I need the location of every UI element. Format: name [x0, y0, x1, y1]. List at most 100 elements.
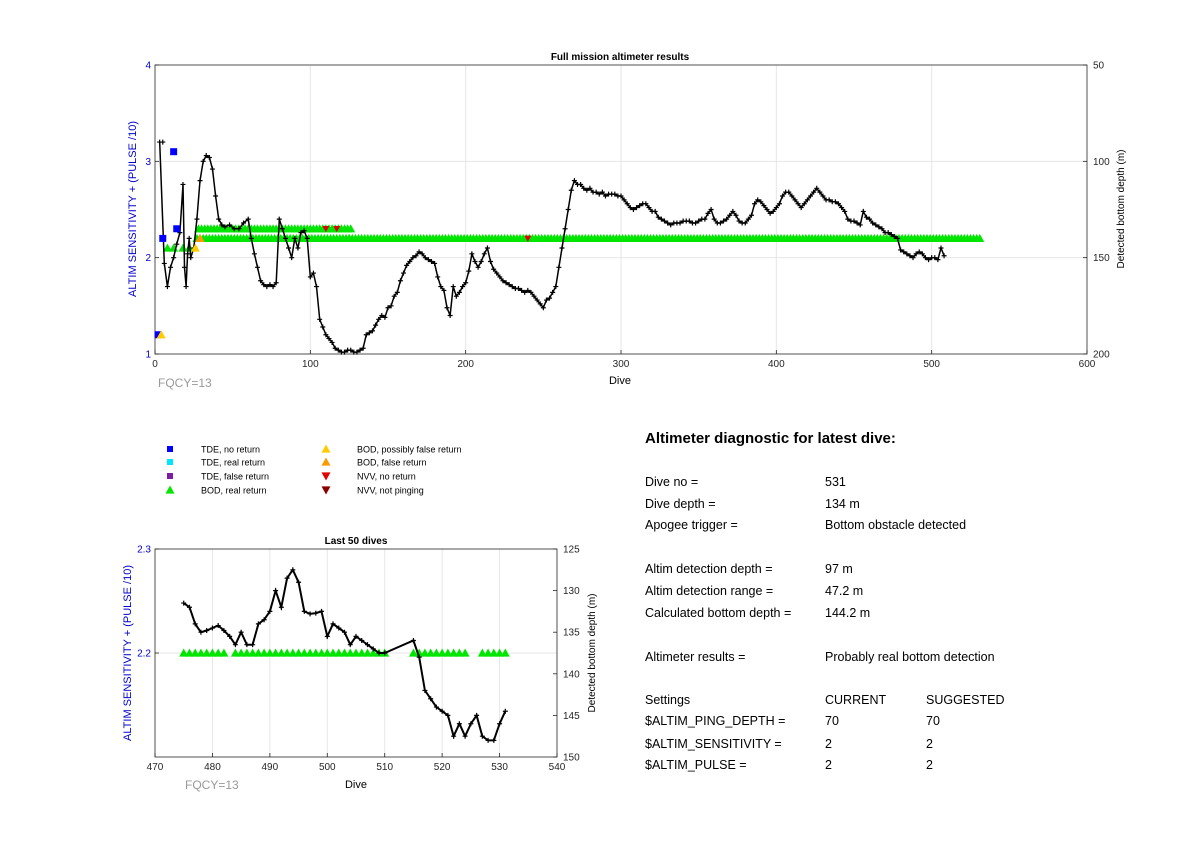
depth-point — [494, 270, 500, 276]
depth-point — [888, 232, 894, 238]
x-tick-label: 540 — [549, 762, 566, 773]
x-tick-label: 200 — [457, 359, 474, 370]
depth-point — [485, 737, 491, 743]
depth-point — [916, 249, 922, 255]
bod-real-return-marker — [408, 648, 418, 657]
depth-point — [525, 287, 531, 293]
depth-point — [876, 224, 882, 230]
calculated-bottom-depth-value: 144.2 m — [825, 606, 871, 620]
y-left-tick-label: 2 — [145, 253, 151, 264]
bod-real-return-marker — [340, 648, 350, 657]
bod-real-return-marker — [437, 648, 447, 657]
depth-point — [528, 289, 534, 295]
depth-point — [215, 623, 221, 629]
depth-point — [643, 201, 649, 207]
altim-detection-depth-label: Altim detection depth = — [645, 562, 773, 576]
bod-real-return-marker — [236, 648, 246, 657]
legend-label: NVV, no return — [357, 472, 416, 482]
depth-point — [161, 260, 167, 266]
depth-point — [484, 245, 490, 251]
depth-point — [556, 264, 562, 270]
depth-point — [474, 712, 480, 718]
y-right-tick-label: 150 — [1093, 253, 1110, 264]
depth-point — [472, 259, 478, 265]
depth-point — [382, 314, 388, 320]
setting-current: 2 — [825, 737, 832, 751]
depth-point — [463, 280, 469, 286]
depth-point — [401, 270, 407, 276]
bod-real-return-marker — [317, 648, 327, 657]
tde-no-return-marker — [173, 225, 181, 233]
legend-label: TDE, real return — [201, 458, 265, 468]
calculated-bottom-depth-label: Calculated bottom depth = — [645, 606, 792, 620]
depth-point — [780, 193, 786, 199]
depth-point — [764, 207, 770, 212]
depth-point — [839, 205, 845, 211]
depth-point — [255, 621, 261, 627]
bod-real-return-marker — [351, 648, 361, 657]
depth-point — [310, 270, 316, 276]
bod-real-return-marker — [213, 648, 223, 657]
depth-point — [462, 733, 468, 739]
depth-point — [216, 216, 222, 222]
depth-point — [767, 210, 773, 216]
depth-point — [938, 245, 944, 251]
depth-point — [301, 228, 307, 234]
depth-point — [194, 216, 200, 222]
legend-marker-triangle — [321, 457, 331, 466]
depth-point — [209, 625, 215, 631]
depth-point — [531, 293, 537, 299]
bod-real-return-marker — [178, 243, 188, 252]
depth-point — [509, 284, 515, 290]
bottom-chart: 470 480 490 500 510 520 530 540 2.2 2.3 125 130 135 1… — [137, 545, 580, 774]
depth-point — [478, 259, 484, 265]
depth-point — [330, 621, 336, 627]
depth-point — [534, 297, 540, 303]
depth-point — [323, 332, 329, 338]
depth-point — [342, 629, 348, 635]
depth-point — [232, 642, 238, 648]
depth-point — [413, 253, 419, 259]
bod-possibly-false-marker — [156, 330, 166, 339]
legend-label: BOD, real return — [201, 486, 267, 496]
bod-real-return-marker — [345, 648, 355, 657]
depth-point — [307, 274, 313, 280]
bod-real-return-marker — [259, 648, 269, 657]
depth-point — [324, 633, 330, 639]
depth-point — [913, 251, 919, 257]
depth-point — [599, 189, 605, 195]
altim-detection-depth-value: 97 m — [825, 562, 853, 576]
depth-point — [835, 201, 841, 207]
depth-point — [481, 251, 487, 257]
bod-real-return-marker — [454, 648, 464, 657]
depth-point — [854, 220, 860, 226]
bod-real-return-marker — [271, 648, 281, 657]
depth-point — [394, 289, 400, 295]
depth-point — [519, 287, 525, 293]
depth-point — [326, 336, 332, 342]
depth-point — [500, 278, 506, 284]
depth-point — [258, 278, 264, 284]
depth-point — [304, 235, 310, 241]
depth-point — [919, 251, 925, 257]
depth-point — [468, 721, 474, 727]
depth-point — [388, 303, 394, 309]
depth-point — [602, 193, 608, 199]
bod-real-return-marker — [265, 648, 275, 657]
y-left-tick-label: 2.2 — [137, 649, 151, 660]
depth-point — [335, 347, 341, 353]
setting-suggested: 2 — [926, 737, 933, 751]
depth-point — [425, 257, 431, 263]
depth-point — [612, 191, 618, 197]
depth-point — [181, 600, 187, 606]
depth-point — [279, 226, 285, 232]
depth-point — [360, 345, 366, 351]
depth-point — [547, 295, 553, 301]
depth-point — [758, 199, 764, 205]
nvv-no-return-marker — [524, 235, 532, 242]
depth-point — [451, 733, 457, 739]
y-right-tick-label: 50 — [1093, 61, 1105, 72]
y-right-tick-label: 125 — [563, 545, 580, 556]
depth-point — [292, 235, 298, 241]
bod-real-return-marker — [500, 648, 510, 657]
